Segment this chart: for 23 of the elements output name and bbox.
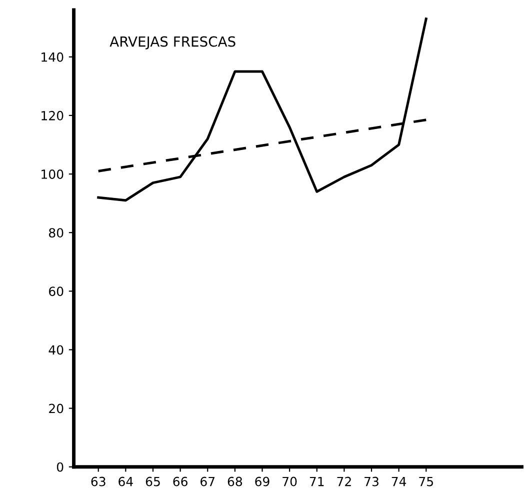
x-tick-label: 67 <box>200 476 215 486</box>
y-tick-label: 20 <box>49 404 64 414</box>
y-tick-label: 100 <box>42 170 64 179</box>
x-tick-label: 65 <box>146 476 160 486</box>
y-tick-label: 120 <box>42 110 64 120</box>
x-tick-label: 64 <box>118 476 133 486</box>
x-tick-label: 75 <box>419 476 433 486</box>
x-tick-label: 66 <box>173 476 188 486</box>
y-tick-label: 60 <box>49 286 64 296</box>
x-tick-label: 73 <box>364 476 378 486</box>
x-tick-label: 70 <box>282 476 297 486</box>
y-tick-label: 0 <box>56 462 64 472</box>
x-tick-label: 74 <box>392 476 406 486</box>
x-tick-label: 63 <box>91 476 106 486</box>
x-tick-label: 68 <box>228 476 242 486</box>
x-tick-label: 71 <box>310 476 324 486</box>
y-tick-label: 40 <box>48 345 64 355</box>
x-tick-label: 72 <box>337 476 351 486</box>
y-tick-label: 140 <box>42 52 64 62</box>
y-tick-label: 80 <box>49 228 64 238</box>
text: ARVEJAS FRESCAS <box>110 36 236 50</box>
x-tick-label: 69 <box>255 476 270 486</box>
line-series <box>97 18 428 202</box>
